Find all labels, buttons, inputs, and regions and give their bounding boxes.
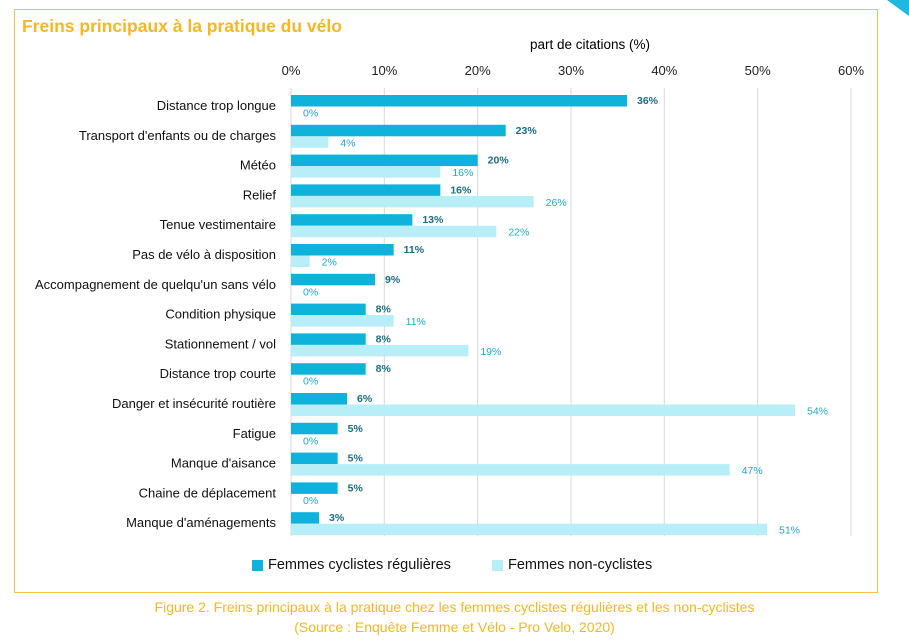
data-label-non-cyclistes: 19% [480, 346, 501, 358]
data-label-cyclistes: 11% [404, 244, 425, 256]
category-label: Danger et insécurité routière [112, 396, 276, 411]
bar-cyclistes [291, 303, 366, 316]
x-tick-label: 60% [838, 63, 864, 78]
data-label-non-cyclistes: 11% [406, 316, 426, 328]
data-label-cyclistes: 16% [450, 184, 472, 196]
bar-cyclistes [291, 184, 441, 196]
data-label-non-cyclistes: 0% [303, 376, 318, 388]
bar-cyclistes [291, 273, 375, 286]
bar-non-cyclistes [291, 464, 730, 476]
bar-non-cyclistes [291, 225, 497, 238]
bar-cyclistes [291, 154, 478, 167]
data-label-non-cyclistes: 0% [303, 495, 318, 507]
bar-non-cyclistes [291, 404, 795, 416]
bar-cyclistes [291, 95, 627, 107]
data-label-non-cyclistes: 0% [303, 435, 318, 447]
x-axis-title: part de citations (%) [529, 37, 651, 52]
data-label-non-cyclistes: 47% [742, 465, 763, 477]
bar-non-cyclistes [291, 255, 310, 267]
legend-label-non-cyclistes: Femmes non-cyclistes [508, 557, 653, 573]
figure-caption: Figure 2. Freins principaux à la pratiqu… [0, 597, 909, 637]
data-label-non-cyclistes: 2% [322, 257, 337, 269]
category-label: Pas de vélo à disposition [132, 247, 276, 262]
legend-item-non-cyclistes: Femmes non-cyclistes [492, 557, 652, 573]
bar-cyclistes [291, 363, 366, 375]
x-tick-label: 30% [558, 63, 584, 78]
data-label-non-cyclistes: 4% [340, 137, 355, 149]
category-label: Fatigue [233, 426, 276, 441]
data-label-non-cyclistes: 54% [807, 406, 828, 418]
data-label-cyclistes: 8% [376, 363, 392, 375]
data-label-cyclistes: 13% [422, 214, 444, 226]
bar-non-cyclistes [291, 344, 469, 357]
x-tick-label: 50% [745, 63, 771, 78]
data-label-non-cyclistes: 0% [303, 108, 318, 120]
category-label: Accompagnement de quelqu'un sans vélo [35, 277, 276, 292]
data-label-non-cyclistes: 0% [303, 286, 318, 298]
data-label-non-cyclistes: 51% [779, 525, 800, 537]
chart-title: Freins principaux à la pratique du vélo [22, 16, 342, 36]
data-label-non-cyclistes: 16% [452, 167, 473, 179]
legend-swatch-cyclistes [252, 559, 263, 571]
bar-cyclistes [291, 512, 319, 524]
data-label-cyclistes: 8% [376, 333, 392, 345]
data-label-cyclistes: 3% [329, 512, 345, 524]
category-label: Manque d'aménagements [126, 515, 276, 530]
corner-decoration [887, 0, 909, 16]
x-tick-label: 10% [371, 63, 397, 78]
legend-item-cyclistes: Femmes cyclistes régulières [252, 557, 451, 573]
bar-cyclistes [291, 244, 394, 256]
data-label-cyclistes: 9% [385, 274, 401, 286]
bar-non-cyclistes [291, 523, 767, 536]
category-label: Chaine de déplacement [139, 485, 277, 500]
category-label: Manque d'aisance [171, 456, 276, 471]
caption-line-1: Figure 2. Freins principaux à la pratiqu… [154, 599, 755, 615]
bar-cyclistes [291, 452, 338, 465]
x-tick-label: 40% [651, 63, 677, 78]
data-label-cyclistes: 5% [348, 482, 364, 494]
x-tick-label: 0% [282, 63, 301, 78]
category-label: Relief [243, 187, 277, 202]
data-label-cyclistes: 20% [488, 155, 510, 167]
bar-cyclistes [291, 333, 366, 345]
category-label: Distance trop courte [160, 366, 276, 381]
bar-cyclistes [291, 214, 413, 226]
bar-non-cyclistes [291, 136, 329, 148]
data-label-cyclistes: 5% [348, 453, 364, 465]
data-label-cyclistes: 36% [637, 95, 659, 107]
legend-label-cyclistes: Femmes cyclistes régulières [268, 557, 451, 573]
bar-cyclistes [291, 482, 338, 494]
caption-line-2: (Source : Enquête Femme et Vélo - Pro Ve… [294, 619, 615, 635]
data-label-non-cyclistes: 22% [508, 227, 529, 239]
category-label: Condition physique [165, 307, 276, 322]
category-label: Tenue vestimentaire [160, 217, 276, 232]
bar-non-cyclistes [291, 315, 394, 327]
category-label: Distance trop longue [157, 98, 276, 113]
bar-non-cyclistes [291, 166, 441, 178]
data-label-cyclistes: 6% [357, 393, 373, 405]
category-label: Transport d'enfants ou de charges [79, 128, 277, 143]
bar-cyclistes [291, 422, 338, 435]
legend-swatch-non-cyclistes [492, 559, 503, 571]
data-label-cyclistes: 8% [376, 304, 392, 316]
category-label: Stationnement / vol [165, 336, 276, 351]
bar-non-cyclistes [291, 195, 534, 208]
chart-frame [14, 9, 878, 593]
data-label-non-cyclistes: 26% [546, 197, 567, 209]
data-label-cyclistes: 23% [516, 125, 538, 137]
x-tick-label: 20% [465, 63, 491, 78]
data-label-cyclistes: 5% [348, 423, 364, 435]
category-label: Météo [240, 158, 276, 173]
bar-cyclistes [291, 124, 506, 137]
bar-cyclistes [291, 393, 347, 405]
